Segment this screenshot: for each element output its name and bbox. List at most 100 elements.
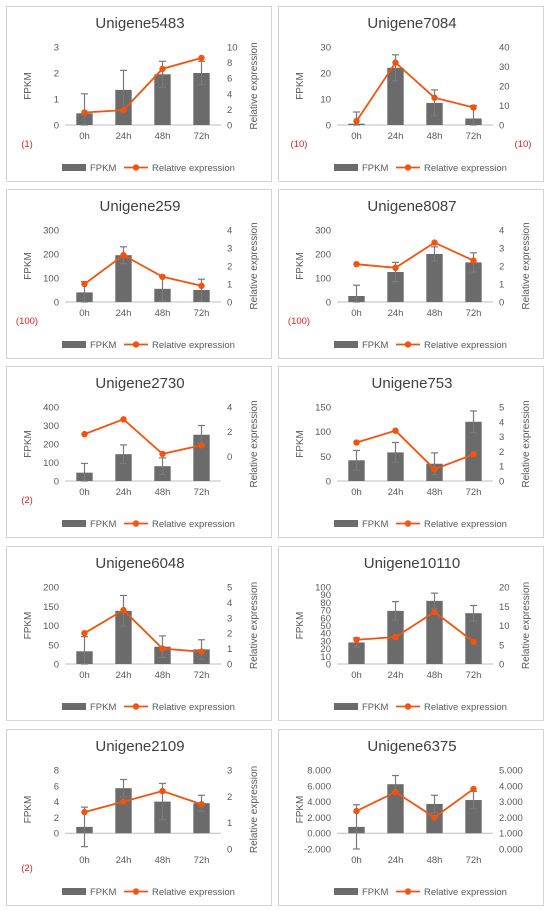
chart-panel-unigene6375: Unigene6375 -2.000 0.000 2.000 4.000 6.000 8.0… [278,729,544,906]
relative-expression-line [356,788,475,819]
legend-line-marker [404,520,412,527]
legend-fpkm-label: FPKM [90,702,116,713]
legend-line-marker [132,888,140,895]
relative-expression-point [120,416,127,423]
error-bar [431,794,438,814]
y-tick-label: 100 [43,458,59,469]
y2-axis-label: Relative expression [521,222,532,309]
relative-expression-point [392,59,399,66]
legend-fpkm-label: FPKM [90,887,116,898]
y-tick-label: 300 [43,226,59,237]
y2-tick-label: 3 [499,432,504,443]
x-tick-label: 72h [466,131,482,142]
y2-tick-label: 1 [499,280,504,291]
y-tick-label: 3 [54,43,59,54]
y-tick-label: 200 [43,250,59,261]
y-tick-label: 20 [320,69,331,80]
x-tick-label: 0h [351,487,362,498]
y2-tick-label: 0 [499,298,504,309]
y2-tick-label: 0.000 [499,845,523,856]
relative-expression-line [84,418,202,455]
y2-tick-label: 1 [227,280,232,291]
relative-expression-line [84,790,202,814]
x-tick-label: 24h [388,855,404,866]
relative-expression-point [431,608,438,616]
legend-line-label: Relative expression [152,702,235,713]
legend-fpkm-label: FPKM [362,340,388,351]
y-axis-label: FPKM [23,72,34,100]
y2-tick-label: 4.000 [499,781,523,792]
y2-tick-label: 2 [499,447,504,458]
chart-svg: Unigene101100102030405060708090100051015… [295,555,532,713]
relative-expression-point [392,788,399,796]
legend-fpkm-swatch [334,341,358,348]
error-bar [198,60,205,86]
relative-expression-point [431,465,438,473]
y-axis-label: FPKM [23,796,34,824]
x-tick-label: 72h [466,670,482,681]
chart-panel-unigene8087: Unigene8087 0 100 200 300 0 1 2 3 4 FPKM Relative e… [278,189,544,359]
y-tick-label: 10 [320,95,331,106]
y2-tick-label: 10 [227,43,238,54]
x-tick-label: 48h [427,855,443,866]
y-tick-label: 10 [320,652,331,663]
y2-tick-label: 0 [499,660,504,671]
y-tick-label: 6 [54,781,59,792]
legend-fpkm-swatch [334,520,358,527]
y2-axis-label: Relative expression [521,582,532,669]
chart-svg: Unigene6375 -2.000 0.000 2.000 4.000 6.000 8.0… [295,738,523,898]
y2-tick-label: 1 [499,462,504,473]
x-tick-label: 48h [427,670,443,681]
y-tick-label: 60 [320,613,331,624]
y-axis-label: FPKM [23,612,34,640]
y-axis-label: FPKM [23,430,34,458]
chart-title: Unigene10110 [364,555,460,572]
x-tick-label: 48h [427,487,443,498]
x-tick-label: 72h [194,487,210,498]
x-tick-label: 48h [155,308,171,319]
relative-expression-line [356,429,474,471]
error-bar [431,246,438,262]
scale-note: (2) [21,495,33,506]
y2-axis-label: Relative expression [249,766,260,853]
legend-fpkm-label: FPKM [90,163,116,174]
y2-axis-label: Relative expression [249,222,260,309]
scale-note: (2) [21,863,33,874]
legend-line-marker [404,703,412,710]
y-tick-label: 1 [54,95,59,106]
relative-expression-point [198,648,205,655]
y2-tick-label: 5 [499,640,504,651]
y-tick-label: 100 [43,621,59,632]
x-tick-label: 24h [116,670,132,681]
y-tick-label: 8.000 [307,766,331,777]
x-tick-label: 72h [466,855,482,866]
y2-tick-label: 0 [499,477,504,488]
error-bar [353,284,360,303]
legend-line-marker [404,164,412,171]
y2-tick-label: 0 [227,660,232,671]
chart-svg: Unigene2109 0 2 4 6 8 0 1 2 3 FPKM Relative express… [21,738,260,898]
y-tick-label: 4.000 [307,797,331,808]
y2-tick-label: 10 [499,101,510,112]
y2-axis-label: Relative expression [249,582,260,669]
y-tick-label: 90 [320,590,331,601]
y-tick-label: 0 [54,298,59,309]
relative-expression-point [159,450,166,458]
x-tick-label: 0h [351,855,362,866]
chart-title: Unigene259 [100,198,181,215]
legend-line-label: Relative expression [424,887,507,898]
y-tick-label: 2 [54,813,59,824]
relative-expression-point [198,442,205,449]
y-axis-label: FPKM [295,72,306,100]
fpkm-bar [426,600,443,664]
chart-panel-unigene2730: Unigene2730 0 100 200 300 400 0 2 4 FPKM Relative … [6,366,272,538]
relative-expression-point [353,261,360,268]
y-tick-label: 0 [326,298,331,309]
y-tick-label: 0 [326,121,331,132]
chart-svg: Unigene8087 0 100 200 300 0 1 2 3 4 FPKM Relative e… [288,198,532,351]
relative-expression-point [353,117,360,125]
legend-fpkm-swatch [62,164,86,171]
relative-expression-line [356,241,474,269]
y2-axis-label: Relative expression [249,400,260,487]
y2-tick-label: 4 [227,89,232,100]
